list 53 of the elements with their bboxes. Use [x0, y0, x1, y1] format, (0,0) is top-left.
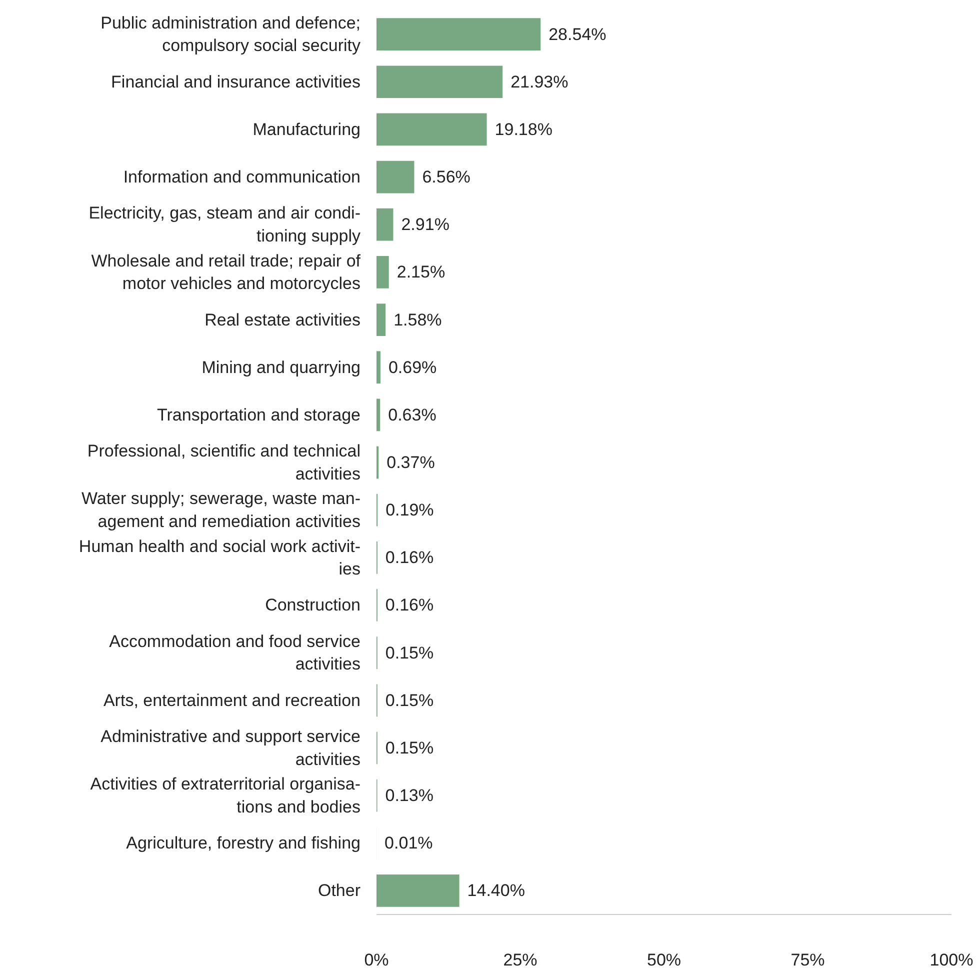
y-tick-label: Accommodation and food service activities — [109, 632, 361, 674]
bar — [376, 398, 380, 432]
data-label: 0.63% — [388, 405, 436, 424]
y-tick-label: Activities of extraterritorial organisa- tions and bodies — [90, 774, 361, 816]
y-tick-label: Professional, scientific and technical activities — [87, 442, 361, 484]
bar — [376, 208, 394, 241]
y-tick-label: Wholesale and retail trade; repair of motor vehicles and motorcycles — [91, 251, 361, 294]
data-label: 6.56% — [422, 168, 470, 187]
bar — [376, 304, 386, 336]
bar — [376, 256, 389, 288]
data-label: 0.01% — [384, 834, 433, 853]
data-label: 2.91% — [401, 215, 450, 234]
bar — [376, 113, 487, 146]
data-label: 0.15% — [385, 690, 434, 710]
y-tick-label: Arts, entertainment and recreation — [103, 690, 361, 710]
y-tick-label: Water supply; sewerage, waste man- agement and remediation activities — [81, 489, 361, 531]
x-tick-label: 75% — [790, 950, 825, 970]
x-tick-label: 25% — [503, 950, 538, 970]
data-label: 1.58% — [394, 310, 442, 330]
data-label: 0.16% — [385, 596, 434, 615]
y-tick-label: Administrative and support service activities — [100, 727, 361, 769]
data-label: 0.13% — [385, 786, 434, 806]
x-tick-label: 0% — [364, 950, 389, 970]
bar — [376, 351, 380, 384]
data-label: 0.37% — [386, 453, 435, 472]
data-label: 0.16% — [385, 548, 434, 568]
y-tick-label: Mining and quarrying — [202, 358, 361, 377]
data-label: 0.19% — [386, 500, 434, 520]
x-tick-label: 100% — [930, 950, 974, 970]
y-tick-label: Agriculture, forestry and fishing — [126, 834, 361, 853]
bar — [376, 18, 541, 50]
bar — [376, 66, 503, 98]
data-label: 2.15% — [396, 262, 446, 282]
y-tick-label: Transportation and storage — [157, 405, 361, 424]
data-label: 0.15% — [385, 738, 434, 758]
y-tick-label: Electricity, gas, steam and air condi- tioning supply — [88, 204, 361, 246]
bar — [376, 160, 414, 194]
bar — [376, 874, 460, 907]
y-tick-label: Manufacturing — [252, 120, 361, 139]
y-tick-label: Human health and social work activit- ies — [78, 536, 361, 579]
data-label: 28.54% — [548, 24, 606, 44]
y-tick-label: Information and communication — [123, 168, 361, 187]
y-tick-label: Other — [318, 881, 361, 900]
x-tick-label: 50% — [646, 950, 682, 970]
data-label: 21.93% — [510, 72, 568, 92]
y-tick-label: Construction — [265, 596, 361, 615]
data-label: 19.18% — [494, 120, 552, 139]
data-label: 0.15% — [385, 643, 434, 662]
y-tick-label: Public administration and defence; compulsory social security — [100, 13, 361, 56]
data-label: 0.69% — [388, 358, 437, 377]
y-tick-label: Real estate activities — [204, 310, 360, 330]
data-label: 14.40% — [467, 881, 525, 900]
y-tick-label: Financial and insurance activities — [111, 72, 361, 92]
